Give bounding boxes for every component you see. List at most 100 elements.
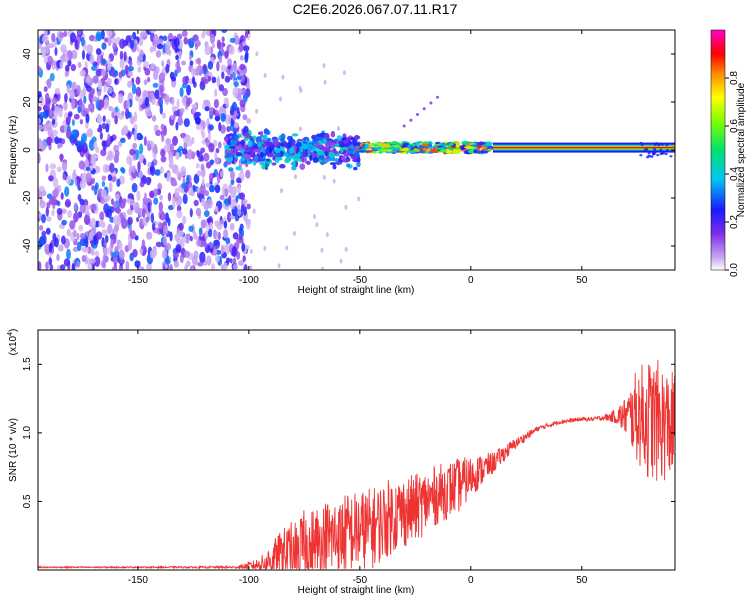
noise-blob [195, 207, 202, 217]
noise-blob [77, 194, 82, 202]
noise-blob [150, 63, 156, 70]
noise-blob [40, 46, 47, 56]
noise-blob [201, 177, 205, 187]
noise-blob [186, 174, 190, 185]
noise-blob [230, 187, 237, 197]
noise-blob [41, 230, 47, 237]
noise-blob [167, 192, 172, 202]
transition-blob [285, 152, 290, 158]
noise-blob [171, 96, 175, 106]
noise-blob [184, 264, 188, 270]
steady-tone-blob [655, 142, 658, 145]
transition-blob [223, 135, 230, 142]
noise-blob [242, 199, 248, 205]
noise-blob [42, 34, 49, 44]
noise-blob [47, 127, 54, 137]
colorbar-tick-label: 0.6 [729, 119, 740, 133]
noise-blob [151, 115, 157, 122]
noise-blob [141, 239, 146, 251]
noise-blob [144, 96, 150, 107]
colorbar-tick-label: 0.2 [729, 215, 740, 229]
transition-blob [280, 133, 286, 140]
spectrogram-y-label: Frequency (Hz) [8, 116, 19, 185]
noise-blob [173, 110, 179, 117]
noise-blob [145, 216, 150, 223]
transition-blob [307, 145, 313, 152]
transition-blob [324, 158, 328, 163]
tone-blob [452, 149, 461, 155]
noise-blob [48, 257, 53, 266]
noise-blob [187, 149, 193, 160]
noise-blob [157, 96, 161, 106]
noise-blob [213, 230, 219, 239]
steady-tone-blob [659, 148, 663, 152]
noise-blob [41, 213, 46, 224]
noise-blob [71, 49, 78, 60]
noise-blob [246, 117, 252, 124]
noise-blob [87, 263, 93, 270]
noise-blob [206, 255, 212, 266]
x-tick-label: 0 [468, 275, 474, 286]
noise-blob [97, 127, 103, 133]
harmonic-blob [436, 95, 439, 99]
noise-blob [139, 143, 144, 155]
noise-blob [215, 147, 220, 154]
noise-blob [238, 260, 244, 266]
noise-blob [78, 160, 86, 170]
noise-blob [233, 81, 239, 88]
transition-blob [299, 149, 304, 153]
noise-blob [188, 225, 194, 232]
noise-blob [236, 106, 240, 115]
noise-blob [77, 62, 82, 68]
transition-blob [301, 143, 308, 150]
transition-blob [233, 139, 237, 145]
tone-blob [371, 150, 378, 154]
noise-blob [223, 97, 228, 105]
noise-blob [136, 190, 141, 202]
noise-blob [164, 43, 170, 55]
noise-blob [132, 153, 137, 161]
noise-blob [113, 50, 118, 56]
transition-blob [248, 158, 254, 162]
tone-blob [455, 142, 460, 146]
noise-blob [78, 97, 83, 109]
noise-blob [149, 30, 156, 34]
exponent-base: (x10 [8, 335, 19, 355]
steady-tone-band [493, 146, 675, 149]
noise-blob [201, 198, 205, 207]
noise-blob [236, 208, 242, 217]
noise-blob [198, 227, 203, 236]
transition-blob [294, 154, 301, 158]
noise-blob [38, 139, 43, 150]
svg-text:(x104): (x104) [7, 329, 19, 356]
transition-blob [273, 139, 279, 146]
noise-blob [81, 109, 88, 117]
noise-blob [127, 66, 134, 72]
noise-blob [45, 163, 49, 173]
noise-blob [164, 172, 168, 178]
noise-blob [225, 114, 231, 125]
noise-blob [64, 64, 70, 73]
noise-blob [95, 231, 103, 240]
steady-tone-blob [656, 153, 660, 157]
noise-blob [81, 49, 86, 60]
noise-blob [231, 101, 238, 112]
noise-blob [233, 35, 240, 46]
noise-blob [181, 60, 187, 66]
noise-blob [92, 75, 99, 84]
noise-blob [119, 249, 125, 260]
noise-blob [241, 242, 246, 252]
noise-blob [135, 95, 140, 102]
noise-blob [81, 255, 87, 262]
noise-blob [101, 42, 107, 50]
noise-blob [114, 246, 119, 253]
noise-blob [101, 58, 106, 65]
transition-blob [262, 134, 268, 141]
noise-blob [113, 70, 119, 77]
noise-blob [94, 250, 100, 257]
noise-blob [132, 142, 138, 150]
noise-blob [239, 192, 246, 200]
noise-blob [206, 198, 213, 209]
transition-blob [318, 155, 325, 160]
noise-blob [208, 142, 215, 153]
